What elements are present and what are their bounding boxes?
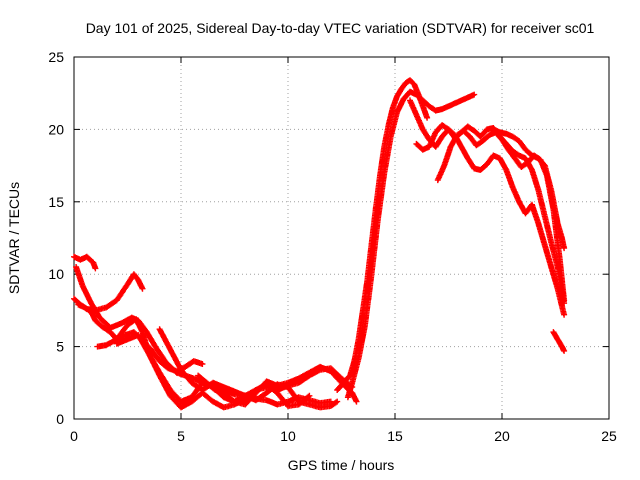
y-tick-label: 5 <box>56 339 64 355</box>
x-tick-label: 10 <box>280 428 296 444</box>
plus-markers <box>413 122 568 307</box>
satellite-track-9 <box>334 77 431 393</box>
y-tick-label: 15 <box>48 194 64 210</box>
satellite-track-13 <box>434 127 568 304</box>
y-tick-label: 20 <box>48 121 64 137</box>
data-marks <box>71 77 568 411</box>
x-tick-label: 15 <box>387 428 403 444</box>
x-tick-labels: 0 5 10 15 20 25 <box>70 428 617 444</box>
plus-markers <box>434 127 568 304</box>
plus-markers <box>334 77 431 393</box>
x-tick-label: 25 <box>601 428 617 444</box>
satellite-track-8 <box>195 363 360 408</box>
plus-markers <box>550 329 568 354</box>
y-tick-labels: 0 5 10 15 20 25 <box>48 49 64 427</box>
satellite-track-12 <box>413 122 568 307</box>
satellite-track-14 <box>490 126 568 252</box>
satellite-track-1 <box>71 253 99 272</box>
y-tick-label: 10 <box>48 266 64 282</box>
x-axis-title: GPS time / hours <box>288 457 395 473</box>
axis-ticks <box>73 56 610 420</box>
satellite-track-15 <box>550 329 568 354</box>
y-tick-label: 25 <box>48 49 64 65</box>
y-tick-label: 0 <box>56 411 64 427</box>
x-tick-label: 20 <box>494 428 510 444</box>
x-tick-label: 5 <box>177 428 185 444</box>
chart-title: Day 101 of 2025, Sidereal Day-to-day VTE… <box>86 20 595 36</box>
satellite-track-10 <box>344 88 478 401</box>
plot-frame <box>73 56 610 420</box>
y-axis-title: SDTVAR / TECUs <box>6 182 22 294</box>
x-tick-label: 0 <box>70 428 78 444</box>
